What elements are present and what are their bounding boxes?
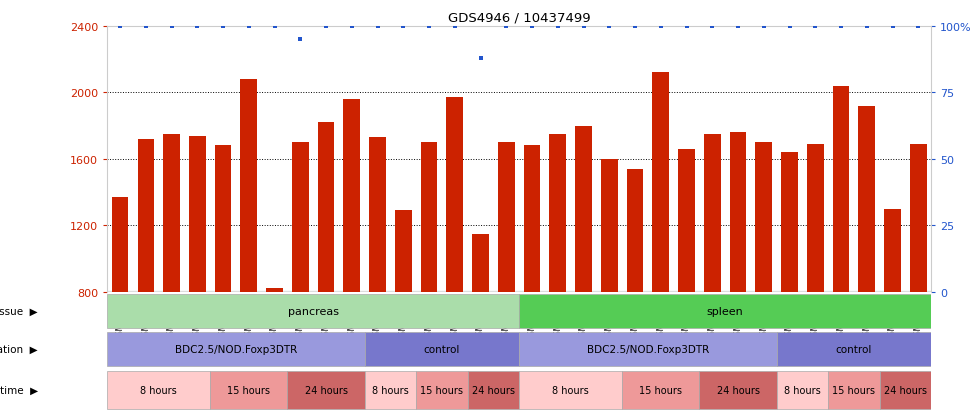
Text: 24 hours: 24 hours [717, 385, 760, 395]
Text: BDC2.5/NOD.Foxp3DTR: BDC2.5/NOD.Foxp3DTR [587, 344, 709, 354]
Bar [729, 133, 747, 292]
Bar [395, 211, 411, 292]
Bar [447, 98, 463, 292]
Bar [679, 150, 695, 292]
Bar [370, 138, 386, 292]
Bar [601, 159, 618, 292]
Bar [884, 209, 901, 292]
Bar [365, 332, 519, 367]
Bar [288, 370, 365, 409]
Text: 8 hours: 8 hours [784, 385, 821, 395]
Bar [777, 332, 931, 367]
Bar [163, 135, 180, 292]
Bar [627, 169, 644, 292]
Bar [699, 370, 777, 409]
Bar [910, 145, 926, 292]
Text: 15 hours: 15 hours [227, 385, 270, 395]
Bar [519, 370, 622, 409]
Bar [704, 135, 721, 292]
Text: BDC2.5/NOD.Foxp3DTR: BDC2.5/NOD.Foxp3DTR [175, 344, 297, 354]
Bar [468, 370, 519, 409]
Bar [107, 294, 519, 328]
Text: 15 hours: 15 hours [420, 385, 463, 395]
Bar [575, 126, 592, 292]
Text: pancreas: pancreas [288, 306, 338, 316]
Text: 8 hours: 8 hours [140, 385, 177, 395]
Bar [807, 145, 824, 292]
Bar [524, 146, 540, 292]
Bar [519, 332, 777, 367]
Bar [292, 143, 309, 292]
Bar [828, 370, 879, 409]
Bar [266, 289, 283, 292]
Bar [214, 146, 231, 292]
Bar [241, 80, 257, 292]
Bar [519, 294, 931, 328]
Bar [858, 107, 876, 292]
Bar [879, 370, 931, 409]
Bar [365, 370, 416, 409]
Bar [112, 197, 129, 292]
Text: tissue  ▶: tissue ▶ [0, 306, 38, 316]
Bar [137, 140, 154, 292]
Bar [318, 123, 334, 292]
Text: time  ▶: time ▶ [0, 385, 38, 395]
Bar [550, 135, 566, 292]
Bar [343, 100, 360, 292]
Bar [472, 234, 488, 292]
Text: 8 hours: 8 hours [372, 385, 409, 395]
Bar [189, 136, 206, 292]
Text: 24 hours: 24 hours [884, 385, 927, 395]
Text: control: control [836, 344, 872, 354]
Text: genotype/variation  ▶: genotype/variation ▶ [0, 344, 38, 354]
Text: 24 hours: 24 hours [304, 385, 348, 395]
Bar [498, 143, 515, 292]
Bar [211, 370, 288, 409]
Text: 15 hours: 15 hours [833, 385, 876, 395]
Text: control: control [424, 344, 460, 354]
Bar [622, 370, 699, 409]
Bar [107, 370, 211, 409]
Text: spleen: spleen [707, 306, 744, 316]
Text: 24 hours: 24 hours [472, 385, 515, 395]
Bar [781, 153, 798, 292]
Title: GDS4946 / 10437499: GDS4946 / 10437499 [448, 11, 591, 24]
Bar [652, 73, 669, 292]
Text: 15 hours: 15 hours [640, 385, 682, 395]
Bar [420, 143, 438, 292]
Bar [416, 370, 468, 409]
Text: 8 hours: 8 hours [552, 385, 589, 395]
Bar [756, 143, 772, 292]
Bar [833, 86, 849, 292]
Bar [107, 332, 365, 367]
Bar [777, 370, 828, 409]
